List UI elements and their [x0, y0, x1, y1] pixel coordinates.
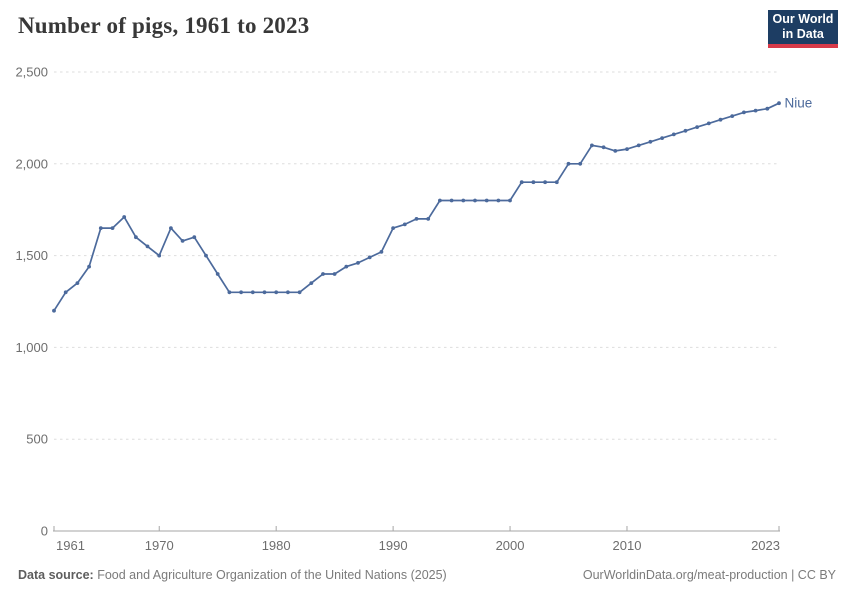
x-tick-label: 1961 [56, 538, 85, 553]
data-point-marker[interactable] [742, 110, 746, 115]
data-point-marker[interactable] [344, 264, 349, 269]
x-tick-label: 1980 [262, 538, 291, 553]
data-point-marker[interactable] [157, 253, 162, 258]
data-point-marker[interactable] [332, 272, 337, 276]
data-point-marker[interactable] [683, 128, 688, 133]
data-point-marker[interactable] [297, 290, 302, 295]
x-tick-label: 2000 [496, 538, 525, 553]
data-point-marker[interactable] [543, 180, 547, 185]
x-tick-label: 1990 [379, 538, 408, 553]
data-point-marker[interactable] [496, 198, 501, 203]
page-title: Number of pigs, 1961 to 2023 [18, 13, 310, 38]
data-point-marker[interactable] [777, 101, 781, 106]
data-point-marker[interactable] [531, 180, 536, 185]
data-point-marker[interactable] [601, 145, 606, 150]
data-source-label: Data source: [18, 568, 94, 582]
data-point-marker[interactable] [192, 235, 197, 240]
data-point-marker[interactable] [648, 139, 653, 144]
data-point-marker[interactable] [484, 198, 489, 203]
data-point-marker[interactable] [321, 272, 325, 276]
data-point-marker[interactable] [765, 106, 770, 111]
data-point-marker[interactable] [367, 255, 372, 260]
data-point-marker[interactable] [239, 290, 244, 295]
data-point-marker[interactable] [566, 161, 571, 166]
y-tick-label: 0 [41, 524, 48, 539]
y-tick-label: 1,000 [15, 340, 48, 355]
data-point-marker[interactable] [87, 264, 91, 269]
y-tick-label: 1,500 [15, 248, 48, 263]
data-point-marker[interactable] [75, 281, 80, 285]
owid-logo[interactable]: Our World in Data [768, 10, 838, 48]
data-point-marker[interactable] [204, 253, 208, 258]
data-point-marker[interactable] [169, 226, 173, 231]
x-tick-label: 1970 [145, 538, 174, 553]
owid-url-license[interactable]: OurWorldinData.org/meat-production | CC … [582, 568, 836, 582]
data-point-marker[interactable] [671, 132, 676, 137]
data-point-marker[interactable] [286, 290, 290, 295]
data-point-marker[interactable] [227, 290, 232, 295]
y-tick-label: 2,000 [15, 156, 48, 171]
data-point-marker[interactable] [215, 272, 220, 276]
data-point-marker[interactable] [554, 180, 559, 185]
data-point-marker[interactable] [461, 198, 466, 203]
data-point-marker[interactable] [122, 215, 127, 219]
data-point-marker[interactable] [473, 198, 477, 203]
data-point-marker[interactable] [262, 290, 267, 295]
data-point-marker[interactable] [379, 250, 384, 254]
y-tick-label: 500 [26, 432, 48, 447]
data-point-marker[interactable] [730, 114, 735, 118]
data-point-marker[interactable] [180, 239, 185, 243]
data-source-text: Food and Agriculture Organization of the… [93, 568, 447, 582]
data-point-marker[interactable] [578, 161, 583, 166]
data-point-marker[interactable] [706, 121, 711, 126]
data-point-marker[interactable] [134, 235, 138, 240]
y-tick-label: 2,500 [15, 65, 48, 80]
data-point-marker[interactable] [52, 308, 56, 313]
data-point-marker[interactable] [636, 143, 641, 148]
data-point-marker[interactable] [718, 117, 723, 122]
data-point-marker[interactable] [309, 281, 314, 285]
data-point-marker[interactable] [625, 147, 629, 152]
series-end-label[interactable]: Niue [785, 96, 813, 111]
data-source-note: Data source: Food and Agriculture Organi… [18, 568, 447, 582]
data-point-marker[interactable] [110, 226, 115, 231]
data-point-marker[interactable] [98, 226, 103, 231]
data-point-marker[interactable] [63, 290, 68, 295]
data-point-marker[interactable] [695, 125, 699, 129]
data-point-marker[interactable] [391, 226, 395, 231]
data-point-marker[interactable] [145, 244, 150, 249]
data-point-marker[interactable] [426, 217, 431, 221]
chart-footer: Data source: Food and Agriculture Organi… [0, 562, 850, 600]
owid-logo-line2: in Data [782, 27, 824, 41]
data-point-marker[interactable] [613, 149, 618, 153]
data-point-marker[interactable] [590, 143, 594, 148]
data-point-marker[interactable] [402, 222, 407, 227]
data-point-marker[interactable] [414, 217, 419, 221]
chart-header: Number of pigs, 1961 to 2023 Our World i… [0, 0, 850, 60]
data-point-marker[interactable] [519, 180, 524, 185]
niue-line-series[interactable] [53, 102, 780, 312]
data-point-marker[interactable] [508, 198, 512, 203]
x-tick-label: 2010 [613, 538, 642, 553]
data-point-marker[interactable] [660, 136, 664, 141]
data-point-marker[interactable] [274, 290, 279, 295]
data-point-marker[interactable] [356, 261, 360, 265]
data-point-marker[interactable] [449, 198, 454, 203]
data-point-marker[interactable] [250, 290, 255, 295]
x-tick-label: 2023 [751, 538, 780, 553]
owid-logo-line1: Our World [772, 12, 834, 26]
data-point-marker[interactable] [438, 198, 442, 203]
data-point-marker[interactable] [753, 108, 758, 113]
